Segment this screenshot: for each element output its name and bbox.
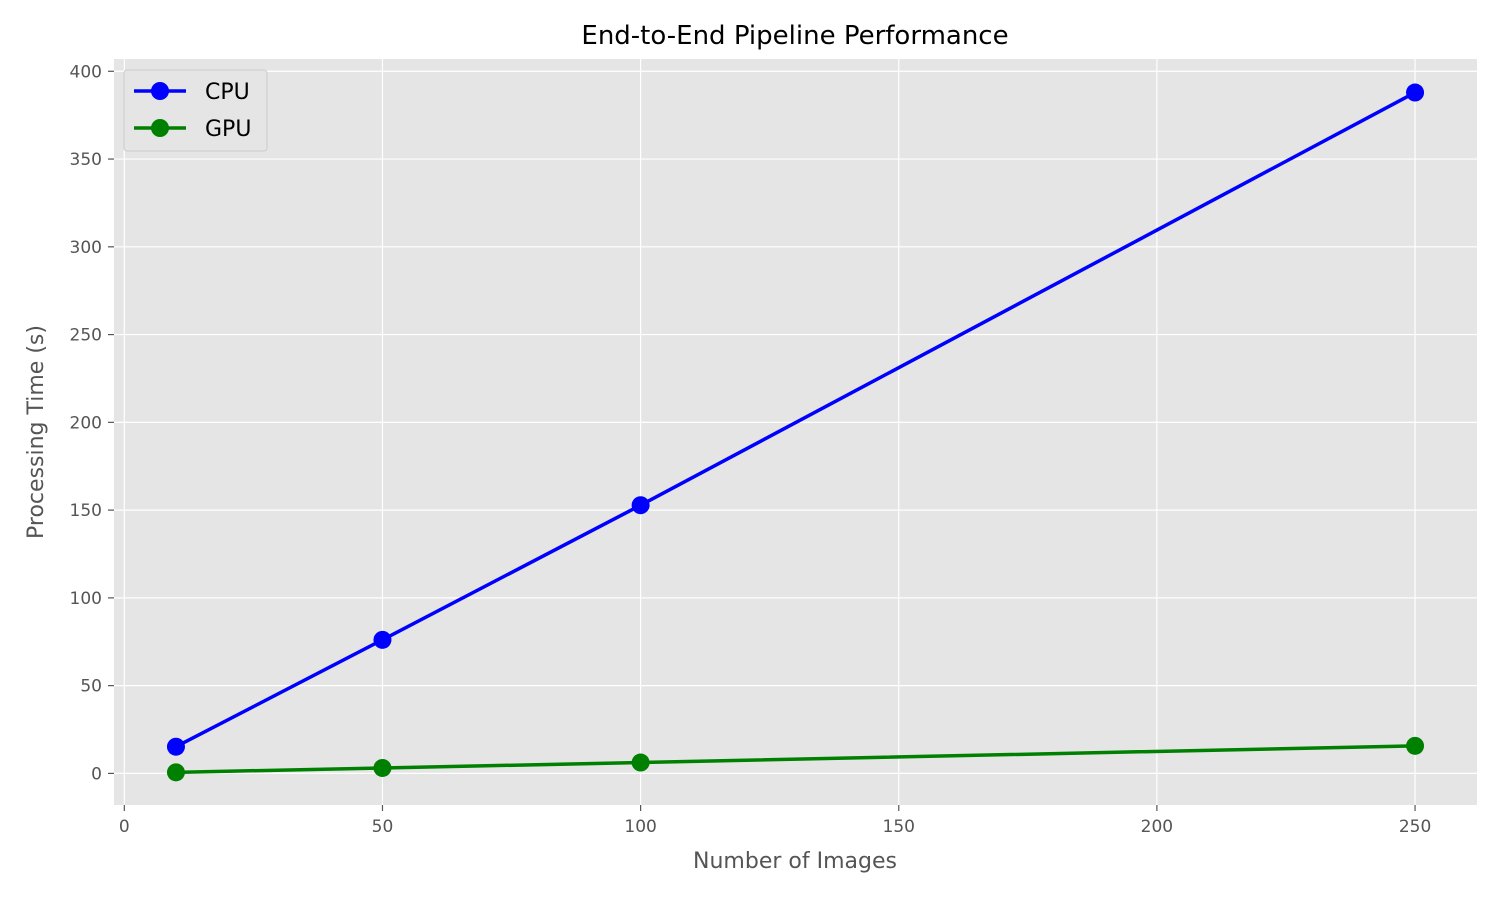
y-tick-label: 400 [70,62,102,82]
series-gpu [166,736,1425,782]
y-axis-ticks: 0 50 100 150 200 250 300 350 400 [70,62,114,784]
series-line-gpu [175,744,1416,775]
legend-item-gpu: GPU [134,117,251,142]
series-line-cpu [175,90,1416,749]
y-tick-label: 150 [70,501,102,521]
x-axis-ticks: 0 50 100 150 200 250 [119,805,1431,837]
chart-title: End-to-End Pipeline Performance [581,21,1008,51]
y-tick-label: 350 [70,150,102,170]
legend-item-cpu: CPU [134,80,250,105]
data-point-gpu [373,758,392,777]
legend-label-gpu: GPU [205,117,251,142]
series-cpu [166,83,1425,756]
grid-layer [114,59,1477,805]
y-tick-label: 250 [70,326,102,346]
y-tick-label: 200 [70,413,102,433]
data-point-cpu [631,496,650,515]
legend-marker-gpu [151,119,169,137]
series-layer [166,83,1425,782]
y-tick-label: 0 [91,764,102,784]
data-point-gpu [166,763,185,782]
plot-area [114,59,1477,805]
x-tick-label: 150 [883,817,915,837]
x-tick-label: 100 [624,817,656,837]
x-tick-label: 250 [1399,817,1431,837]
legend-items: CPU GPU [134,80,251,142]
data-point-cpu [166,737,185,756]
data-point-gpu [1406,736,1425,755]
data-point-gpu [631,753,650,772]
y-tick-label: 50 [80,677,102,697]
legend-marker-cpu [151,82,169,100]
legend: CPU GPU [123,69,268,152]
data-point-cpu [1406,83,1425,102]
x-tick-label: 50 [372,817,394,837]
y-tick-label: 300 [70,238,102,258]
x-tick-label: 200 [1141,817,1173,837]
data-point-cpu [373,630,392,649]
legend-label-cpu: CPU [205,80,250,105]
x-tick-label: 0 [119,817,130,837]
y-tick-label: 100 [70,589,102,609]
y-axis-title: Processing Time (s) [24,325,49,539]
x-axis-title: Number of Images [693,849,897,874]
